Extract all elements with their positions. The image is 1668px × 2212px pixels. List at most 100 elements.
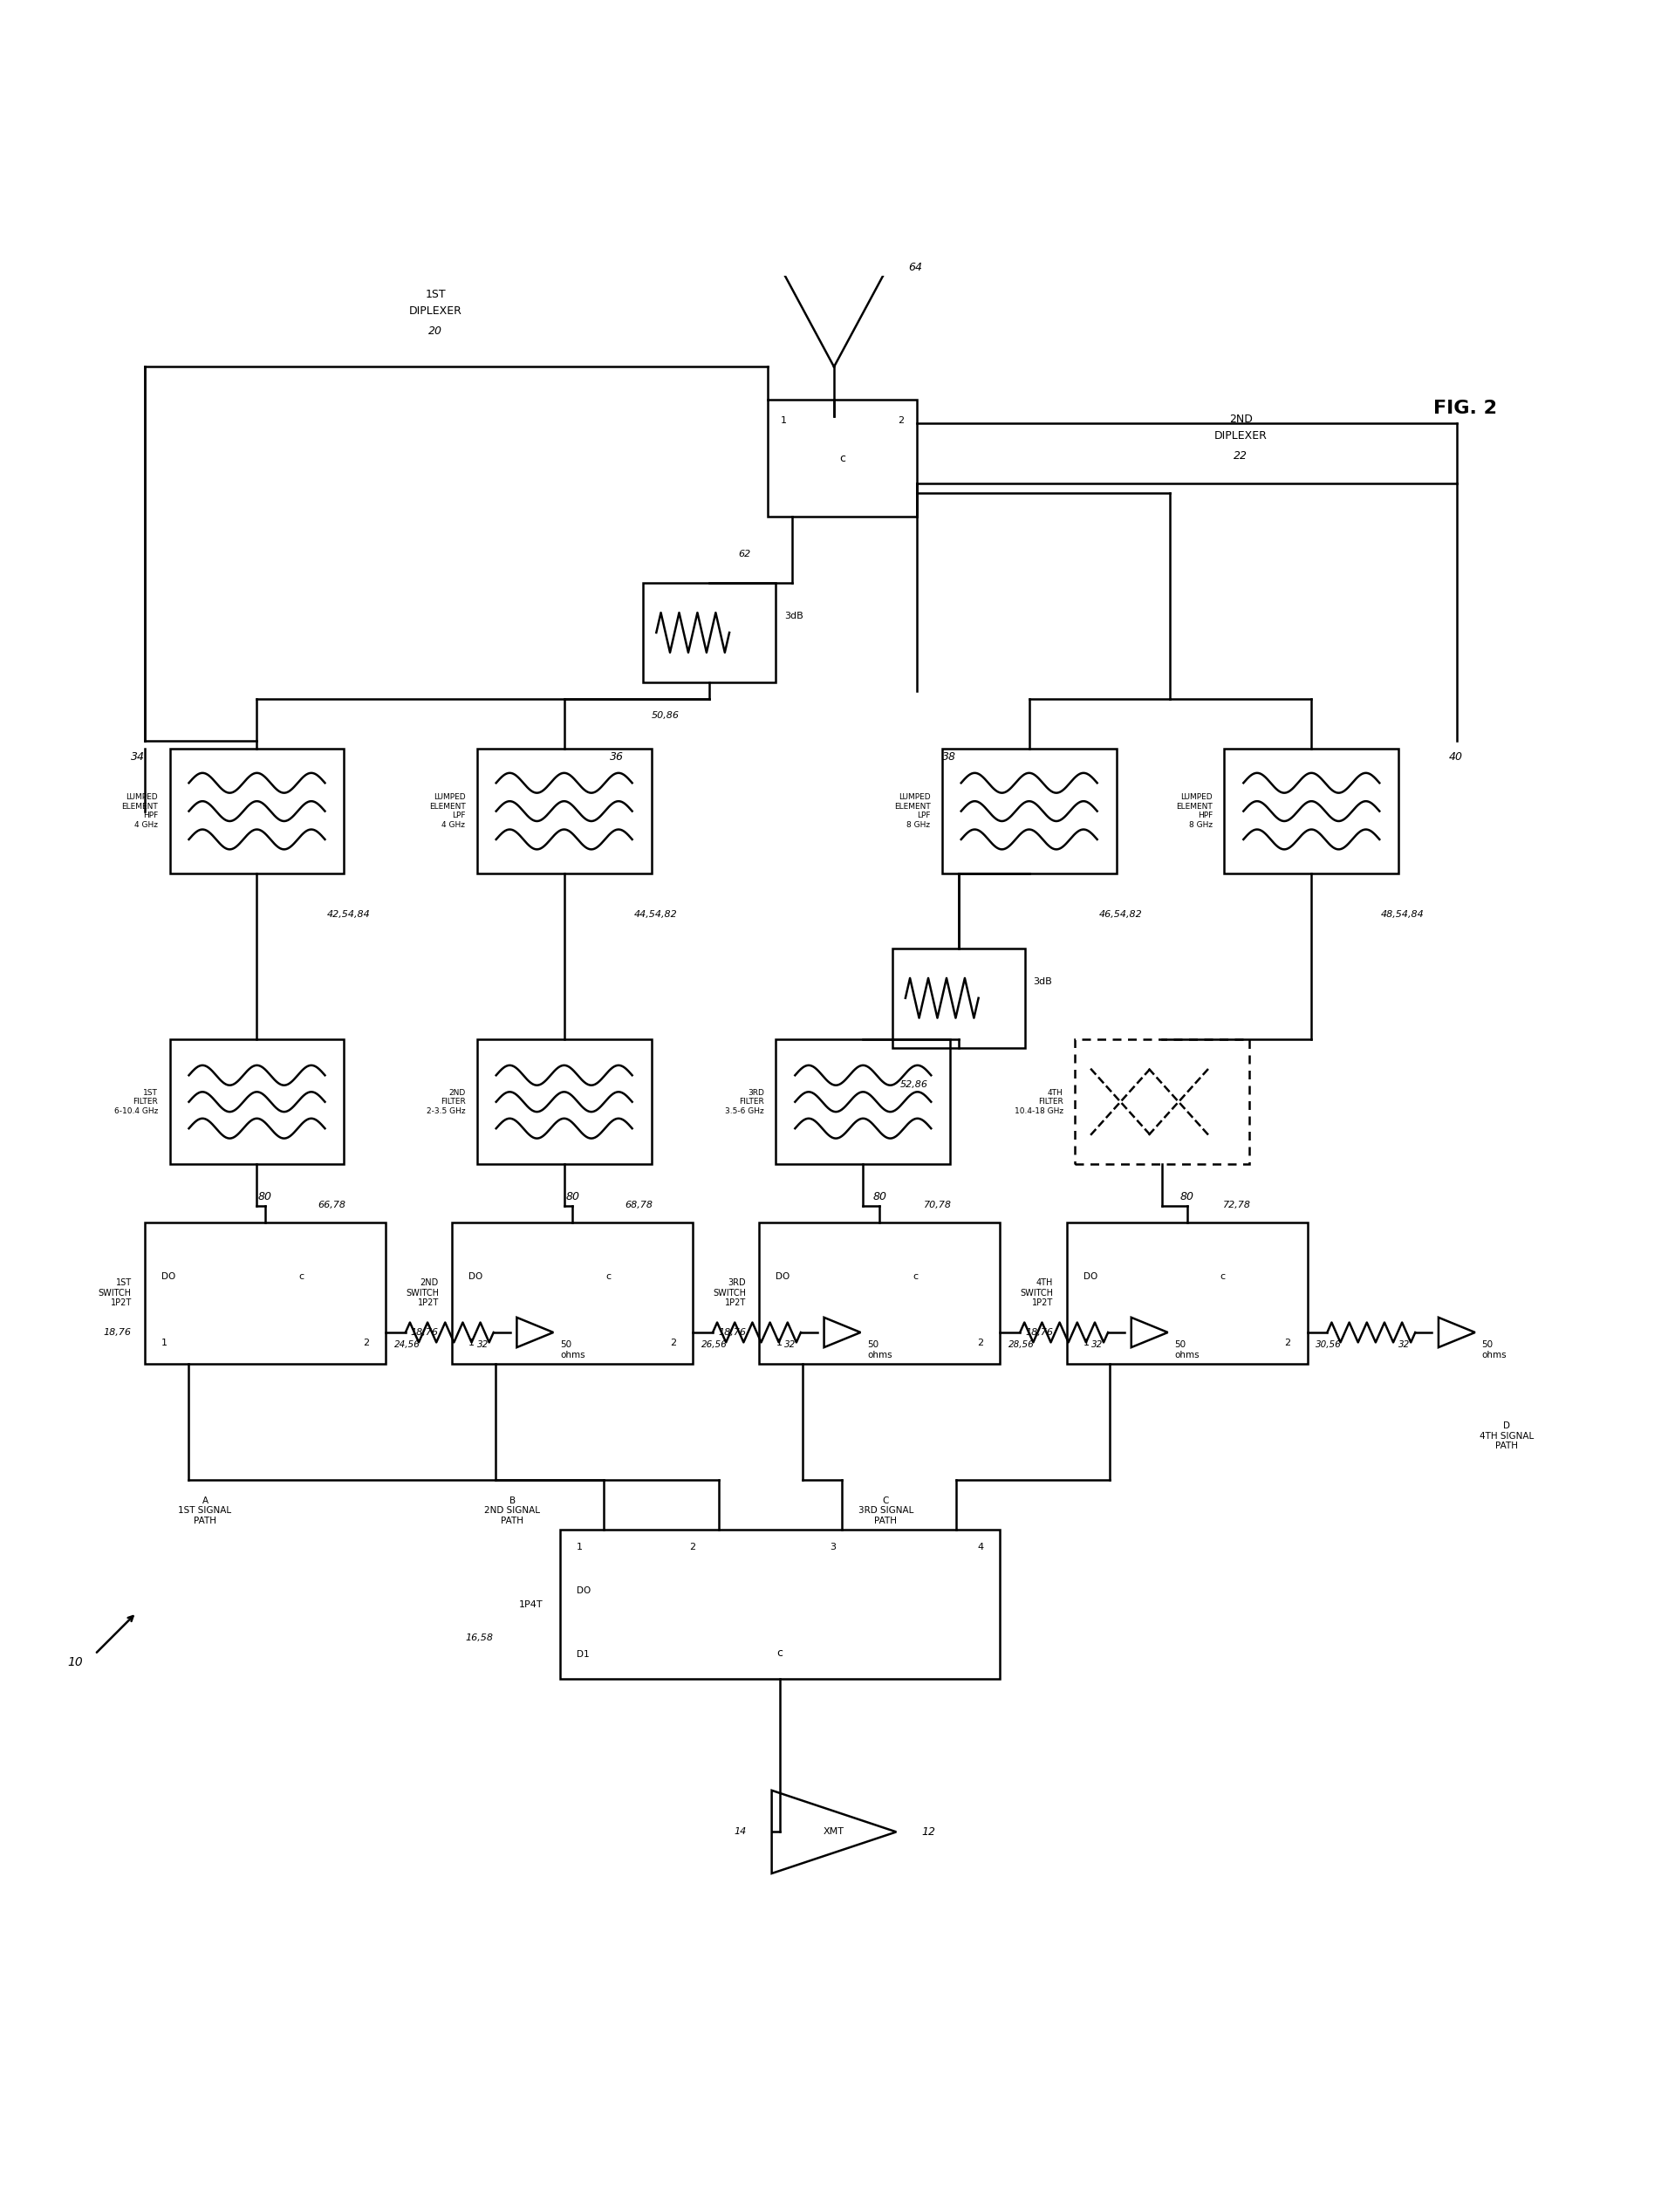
Text: 18,76: 18,76 — [717, 1327, 746, 1336]
Text: 3RD
SWITCH
1P2T: 3RD SWITCH 1P2T — [712, 1279, 746, 1307]
Text: 4TH
FILTER
10.4-18 GHz: 4TH FILTER 10.4-18 GHz — [1014, 1088, 1063, 1115]
Text: 2: 2 — [689, 1544, 696, 1551]
Text: 2: 2 — [362, 1338, 369, 1347]
Text: 2ND: 2ND — [1229, 414, 1253, 425]
Text: 34: 34 — [130, 752, 145, 763]
Bar — [452, 1223, 692, 1363]
Bar — [644, 582, 776, 684]
Text: 1ST
FILTER
6-10.4 GHz: 1ST FILTER 6-10.4 GHz — [113, 1088, 158, 1115]
Text: 1: 1 — [469, 1338, 475, 1347]
Text: 2: 2 — [977, 1338, 984, 1347]
Text: 80: 80 — [1179, 1190, 1194, 1203]
Bar — [477, 750, 651, 874]
Bar — [560, 1528, 1001, 1679]
Text: 68,78: 68,78 — [626, 1201, 654, 1210]
Text: 3dB: 3dB — [784, 611, 804, 619]
Text: 50
ohms: 50 ohms — [1174, 1340, 1199, 1360]
Text: C
3RD SIGNAL
PATH: C 3RD SIGNAL PATH — [859, 1495, 914, 1526]
Text: DO: DO — [776, 1272, 791, 1281]
Bar — [759, 1223, 1001, 1363]
Text: 30,56: 30,56 — [1316, 1340, 1341, 1349]
Text: A
1ST SIGNAL
PATH: A 1ST SIGNAL PATH — [178, 1495, 232, 1526]
Text: 52,86: 52,86 — [901, 1079, 929, 1088]
Text: 3RD
FILTER
3.5-6 GHz: 3RD FILTER 3.5-6 GHz — [726, 1088, 764, 1115]
Text: XMT: XMT — [824, 1827, 844, 1836]
Text: 1: 1 — [781, 416, 787, 425]
Text: 32: 32 — [1399, 1340, 1409, 1349]
Text: 32: 32 — [784, 1340, 796, 1349]
Bar — [776, 1040, 951, 1164]
Text: c: c — [839, 453, 846, 465]
Text: 1: 1 — [776, 1338, 782, 1347]
Text: 80: 80 — [565, 1190, 579, 1203]
Text: 62: 62 — [739, 549, 751, 557]
Text: 40: 40 — [1448, 752, 1463, 763]
Text: 66,78: 66,78 — [319, 1201, 345, 1210]
Text: 14: 14 — [734, 1827, 747, 1836]
Text: c: c — [1219, 1272, 1226, 1281]
Text: c: c — [605, 1272, 610, 1281]
Text: DO: DO — [1083, 1272, 1098, 1281]
Text: 70,78: 70,78 — [924, 1201, 952, 1210]
Bar — [477, 1040, 651, 1164]
Text: 28,56: 28,56 — [1009, 1340, 1034, 1349]
Text: 2ND
FILTER
2-3.5 GHz: 2ND FILTER 2-3.5 GHz — [427, 1088, 465, 1115]
Text: DO: DO — [162, 1272, 175, 1281]
Text: 24,56: 24,56 — [394, 1340, 420, 1349]
Text: 50
ohms: 50 ohms — [867, 1340, 892, 1360]
Text: 2: 2 — [671, 1338, 676, 1347]
Text: 2ND
SWITCH
1P2T: 2ND SWITCH 1P2T — [405, 1279, 439, 1307]
Text: 4TH
SWITCH
1P2T: 4TH SWITCH 1P2T — [1021, 1279, 1053, 1307]
Bar — [892, 949, 1024, 1048]
Bar — [1066, 1223, 1308, 1363]
Text: 1ST: 1ST — [425, 290, 445, 301]
Text: 18,76: 18,76 — [103, 1327, 132, 1336]
Text: 26,56: 26,56 — [701, 1340, 727, 1349]
Text: 20: 20 — [429, 325, 442, 336]
Text: 32: 32 — [1091, 1340, 1103, 1349]
Text: FIG. 2: FIG. 2 — [1433, 400, 1496, 418]
Text: 22: 22 — [1234, 451, 1248, 462]
Text: 16,58: 16,58 — [465, 1632, 494, 1641]
Text: 1: 1 — [577, 1544, 582, 1551]
Text: 80: 80 — [259, 1190, 272, 1203]
Text: 50,86: 50,86 — [651, 712, 679, 719]
Text: 12: 12 — [921, 1827, 936, 1838]
Text: LUMPED
ELEMENT
HPF
8 GHz: LUMPED ELEMENT HPF 8 GHz — [1176, 794, 1213, 830]
Text: D
4TH SIGNAL
PATH: D 4TH SIGNAL PATH — [1480, 1422, 1535, 1451]
Bar — [1224, 750, 1399, 874]
Bar — [170, 750, 344, 874]
Text: 36: 36 — [610, 752, 624, 763]
Text: 44,54,82: 44,54,82 — [634, 909, 677, 918]
Text: 64: 64 — [909, 261, 922, 272]
Bar — [145, 1223, 385, 1363]
Text: 1: 1 — [162, 1338, 167, 1347]
Text: 80: 80 — [872, 1190, 887, 1203]
Text: B
2ND SIGNAL
PATH: B 2ND SIGNAL PATH — [484, 1495, 540, 1526]
Text: LUMPED
ELEMENT
HPF
4 GHz: LUMPED ELEMENT HPF 4 GHz — [122, 794, 158, 830]
Bar — [767, 400, 917, 515]
Text: 46,54,82: 46,54,82 — [1099, 909, 1143, 918]
Text: c: c — [299, 1272, 304, 1281]
Text: 4: 4 — [977, 1544, 984, 1551]
Text: 1P4T: 1P4T — [519, 1599, 544, 1608]
Text: c: c — [777, 1648, 782, 1659]
Text: D1: D1 — [577, 1650, 589, 1659]
Text: 32: 32 — [477, 1340, 489, 1349]
Text: 38: 38 — [942, 752, 956, 763]
Text: DIPLEXER: DIPLEXER — [1214, 429, 1268, 442]
Bar — [942, 750, 1116, 874]
Text: c: c — [912, 1272, 917, 1281]
Text: 42,54,84: 42,54,84 — [327, 909, 370, 918]
Text: 10: 10 — [68, 1657, 83, 1668]
Text: 1ST
SWITCH
1P2T: 1ST SWITCH 1P2T — [98, 1279, 132, 1307]
Text: LUMPED
ELEMENT
LPF
4 GHz: LUMPED ELEMENT LPF 4 GHz — [429, 794, 465, 830]
Text: 2: 2 — [1284, 1338, 1291, 1347]
Bar — [1074, 1040, 1249, 1164]
Text: 48,54,84: 48,54,84 — [1381, 909, 1424, 918]
Text: DIPLEXER: DIPLEXER — [409, 305, 462, 316]
Text: DO: DO — [469, 1272, 482, 1281]
Text: 1: 1 — [1083, 1338, 1089, 1347]
Text: DO: DO — [577, 1586, 590, 1595]
Text: 18,76: 18,76 — [410, 1327, 439, 1336]
